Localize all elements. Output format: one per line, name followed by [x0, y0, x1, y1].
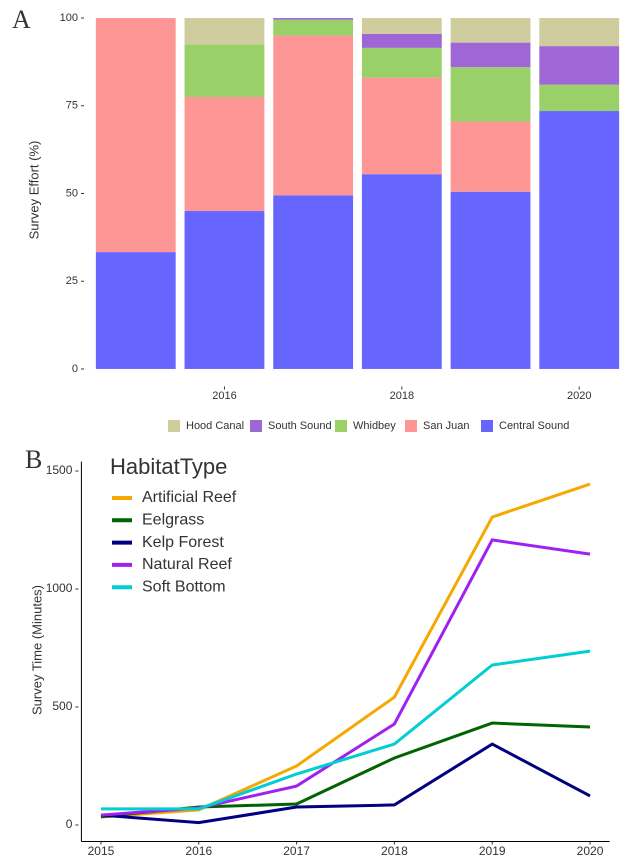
legend-label: Natural Reef — [142, 556, 232, 573]
bar-segment — [450, 18, 531, 43]
line — [100, 649, 591, 811]
legend-label: Soft Bottom — [142, 578, 226, 595]
x-tick-label: 2017 — [283, 844, 310, 858]
x-tick-label: 2016 — [185, 844, 212, 858]
bar-segment — [184, 44, 265, 97]
bar-segment — [539, 111, 620, 369]
bar-segment — [95, 18, 176, 253]
bar-segment — [95, 252, 176, 369]
x-tick-label: 2018 — [390, 390, 414, 402]
bar-segment — [450, 121, 531, 192]
legend-label: Central Sound — [499, 420, 569, 432]
line — [100, 742, 591, 825]
y-axis-label: Survey Time (Minutes) — [29, 585, 44, 715]
bar-segment — [273, 195, 354, 369]
bar-segment — [184, 18, 265, 45]
panel-label: B — [25, 445, 42, 474]
legend-label: Kelp Forest — [142, 534, 224, 551]
legend-swatch — [481, 420, 493, 432]
legend-swatch — [168, 420, 180, 432]
y-axis-label: Survey Effort (%) — [26, 141, 41, 240]
bar-segment — [450, 67, 531, 122]
y-tick-label: 500 — [52, 699, 72, 713]
y-tick-label: 1000 — [46, 581, 73, 595]
legend-label: Artificial Reef — [142, 489, 237, 506]
legend-label: Whidbey — [353, 420, 396, 432]
bar-segment — [361, 174, 442, 369]
bar-segment — [539, 84, 620, 112]
y-tick-label: 0 — [66, 817, 73, 831]
legend-label: Eelgrass — [142, 512, 204, 529]
bar-segment — [361, 33, 442, 48]
legend-label: San Juan — [423, 420, 469, 432]
legend-swatch — [335, 420, 347, 432]
legend-title: HabitatType — [110, 454, 227, 479]
legend-label: Hood Canal — [186, 420, 244, 432]
x-tick-label: 2015 — [88, 844, 115, 858]
bar-segment — [361, 77, 442, 175]
bar-segment — [539, 46, 620, 85]
bar-segment — [361, 18, 442, 34]
x-tick-label: 2018 — [381, 844, 408, 858]
y-tick-label: 100 — [60, 12, 78, 24]
bar-segment — [273, 35, 354, 196]
bar-segment — [273, 18, 354, 20]
y-tick-label: 0 — [72, 363, 78, 375]
x-tick-label: 2019 — [479, 844, 506, 858]
legend-label: South Sound — [268, 420, 332, 432]
y-tick-label: 50 — [66, 187, 78, 199]
bar-segment — [184, 97, 265, 212]
bar-segment — [450, 191, 531, 369]
bar-segment — [361, 47, 442, 78]
bar-segment — [450, 42, 531, 68]
y-tick-label: 25 — [66, 275, 78, 287]
bar-segment — [539, 18, 620, 47]
bar-segment — [184, 211, 265, 369]
line — [100, 482, 591, 819]
panel-label: A — [12, 5, 31, 34]
legend-swatch — [250, 420, 262, 432]
x-tick-label: 2020 — [577, 844, 604, 858]
bar-segment — [273, 19, 354, 36]
y-tick-label: 75 — [66, 100, 78, 112]
x-tick-label: 2016 — [212, 390, 236, 402]
y-tick-label: 1500 — [46, 463, 73, 477]
line — [100, 721, 591, 819]
x-tick-label: 2020 — [567, 390, 591, 402]
legend-swatch — [405, 420, 417, 432]
